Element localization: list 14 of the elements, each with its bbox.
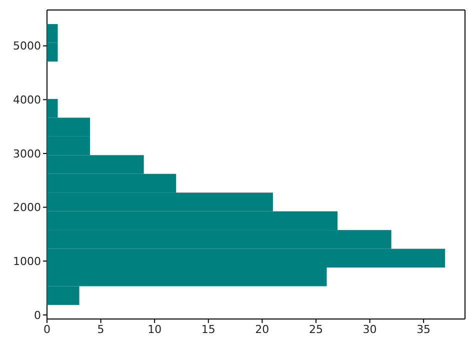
x-tick-label: 10 [148,322,162,336]
x-tick-label: 0 [44,322,50,336]
x-tick-label: 20 [255,322,270,336]
x-tick-label: 5 [97,322,104,336]
x-tick-label: 15 [201,322,216,336]
y-tick-label: 1000 [13,255,41,268]
y-tick-label: 4000 [13,94,41,107]
y-tick-label: 2000 [13,201,41,214]
x-tick-label: 30 [362,322,377,336]
x-tick-label: 25 [308,322,323,336]
y-tick-label: 5000 [13,40,41,53]
x-tick-label: 35 [416,322,431,336]
y-tick-label: 3000 [13,147,41,160]
y-tick-label: 0 [34,308,41,322]
